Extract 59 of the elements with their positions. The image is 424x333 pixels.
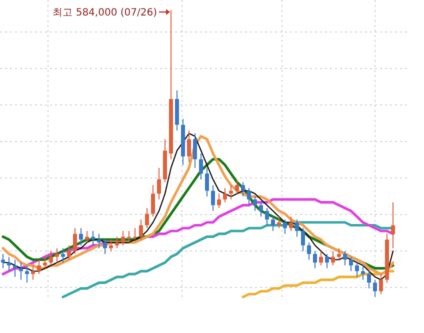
candlestick <box>337 248 341 260</box>
candlestick <box>67 244 71 260</box>
candlestick <box>1 253 5 269</box>
candlestick <box>361 264 365 280</box>
candlestick <box>43 256 47 269</box>
candlestick <box>55 248 59 264</box>
candlestick <box>307 242 311 260</box>
candlestick <box>259 202 263 218</box>
candlestick <box>265 208 269 226</box>
candlestick <box>25 264 29 284</box>
candlestick <box>241 182 245 198</box>
candlestick <box>373 279 377 298</box>
candlestick <box>325 253 329 269</box>
candlestick <box>289 216 293 232</box>
candlestick <box>127 230 131 243</box>
candlestick <box>205 167 209 198</box>
candlestick <box>31 264 35 280</box>
candlestick <box>61 248 65 264</box>
candlestick <box>73 228 77 254</box>
candlestick <box>133 228 137 240</box>
candlestick <box>355 262 359 278</box>
candlestick <box>217 193 221 209</box>
candlestick <box>157 167 161 200</box>
candlestick <box>301 228 305 252</box>
candlestick <box>349 256 353 272</box>
candlestick <box>277 216 281 229</box>
candlestick <box>199 153 203 180</box>
candlestick <box>343 250 347 266</box>
candlestick <box>151 184 155 218</box>
candlestick <box>13 259 17 278</box>
candlestick <box>103 239 107 254</box>
candlestick <box>247 187 251 206</box>
candlestick <box>319 250 323 266</box>
candlestick <box>139 219 143 240</box>
candlestick <box>223 187 227 203</box>
candlestick <box>211 184 215 212</box>
candlestick <box>331 250 335 266</box>
candlestick <box>367 270 371 289</box>
candlestick <box>271 216 275 232</box>
candlestick <box>379 274 383 295</box>
candlestick <box>187 130 191 163</box>
candlestick <box>85 230 89 243</box>
candlestick <box>313 250 317 269</box>
candlestick <box>235 178 239 194</box>
candlestick <box>37 259 41 275</box>
candlestick <box>7 256 11 272</box>
candlestick <box>295 219 299 238</box>
candlestick <box>145 208 149 229</box>
candlestick <box>121 230 125 246</box>
annotation: 최고 584,000 (07/26) <box>52 8 158 18</box>
candlestick <box>91 230 95 246</box>
candlestick <box>253 196 257 212</box>
candlestick <box>79 228 83 246</box>
candlestick <box>49 250 53 266</box>
candlestick <box>283 219 287 234</box>
candlestick <box>193 132 197 168</box>
candlestick <box>391 202 395 249</box>
candlestick <box>97 233 101 249</box>
candlestick <box>115 236 119 249</box>
